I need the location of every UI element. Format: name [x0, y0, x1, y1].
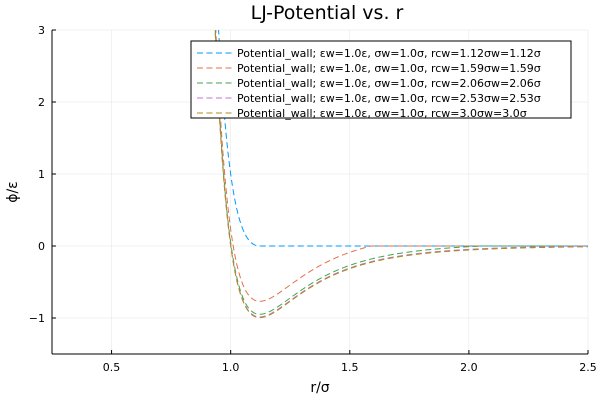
x-tick-label: 1.0: [222, 361, 240, 374]
series-line-3: [214, 30, 588, 315]
x-tick-label: 2.0: [460, 361, 478, 374]
series-line-5: [214, 30, 588, 319]
y-tick-label: 1: [38, 168, 45, 181]
x-tick-label: 1.5: [341, 361, 359, 374]
y-tick-label: 0: [38, 240, 45, 253]
axes: [51, 30, 588, 355]
legend-box: [190, 40, 572, 119]
y-tick-labels: −1 0 1 2 3: [29, 24, 56, 325]
y-tick-label: 3: [38, 24, 45, 37]
legend-label-5: Potential_wall; εw=1.0ε, σw=1.0σ, rcw=3.…: [237, 107, 527, 120]
x-tick-labels: 0.5 1.0 1.5 2.0 2.5: [103, 350, 597, 374]
legend-label-1: Potential_wall; εw=1.0ε, σw=1.0σ, rcw=1.…: [237, 47, 541, 60]
y-axis-label: ϕ/ε: [5, 181, 21, 203]
y-tick-label: −1: [29, 312, 45, 325]
chart-title: LJ-Potential vs. r: [251, 2, 404, 24]
series-line-4: [214, 30, 588, 318]
series-line-1: [218, 30, 588, 247]
legend-label-3: Potential_wall; εw=1.0ε, σw=1.0σ, rcw=2.…: [237, 77, 541, 90]
legend-label-4: Potential_wall; εw=1.0ε, σw=1.0σ, rcw=2.…: [237, 92, 541, 105]
x-tick-label: 2.5: [579, 361, 597, 374]
plot-area: [214, 30, 588, 319]
legend-label-2: Potential_wall; εw=1.0ε, σw=1.0σ, rcw=1.…: [237, 62, 541, 75]
x-tick-label: 0.5: [103, 361, 121, 374]
x-axis-label: r/σ: [310, 380, 329, 396]
series-layer: [214, 30, 588, 319]
y-tick-label: 2: [38, 96, 45, 109]
legend: Potential_wall; εw=1.0ε, σw=1.0σ, rcw=1.…: [190, 40, 572, 120]
